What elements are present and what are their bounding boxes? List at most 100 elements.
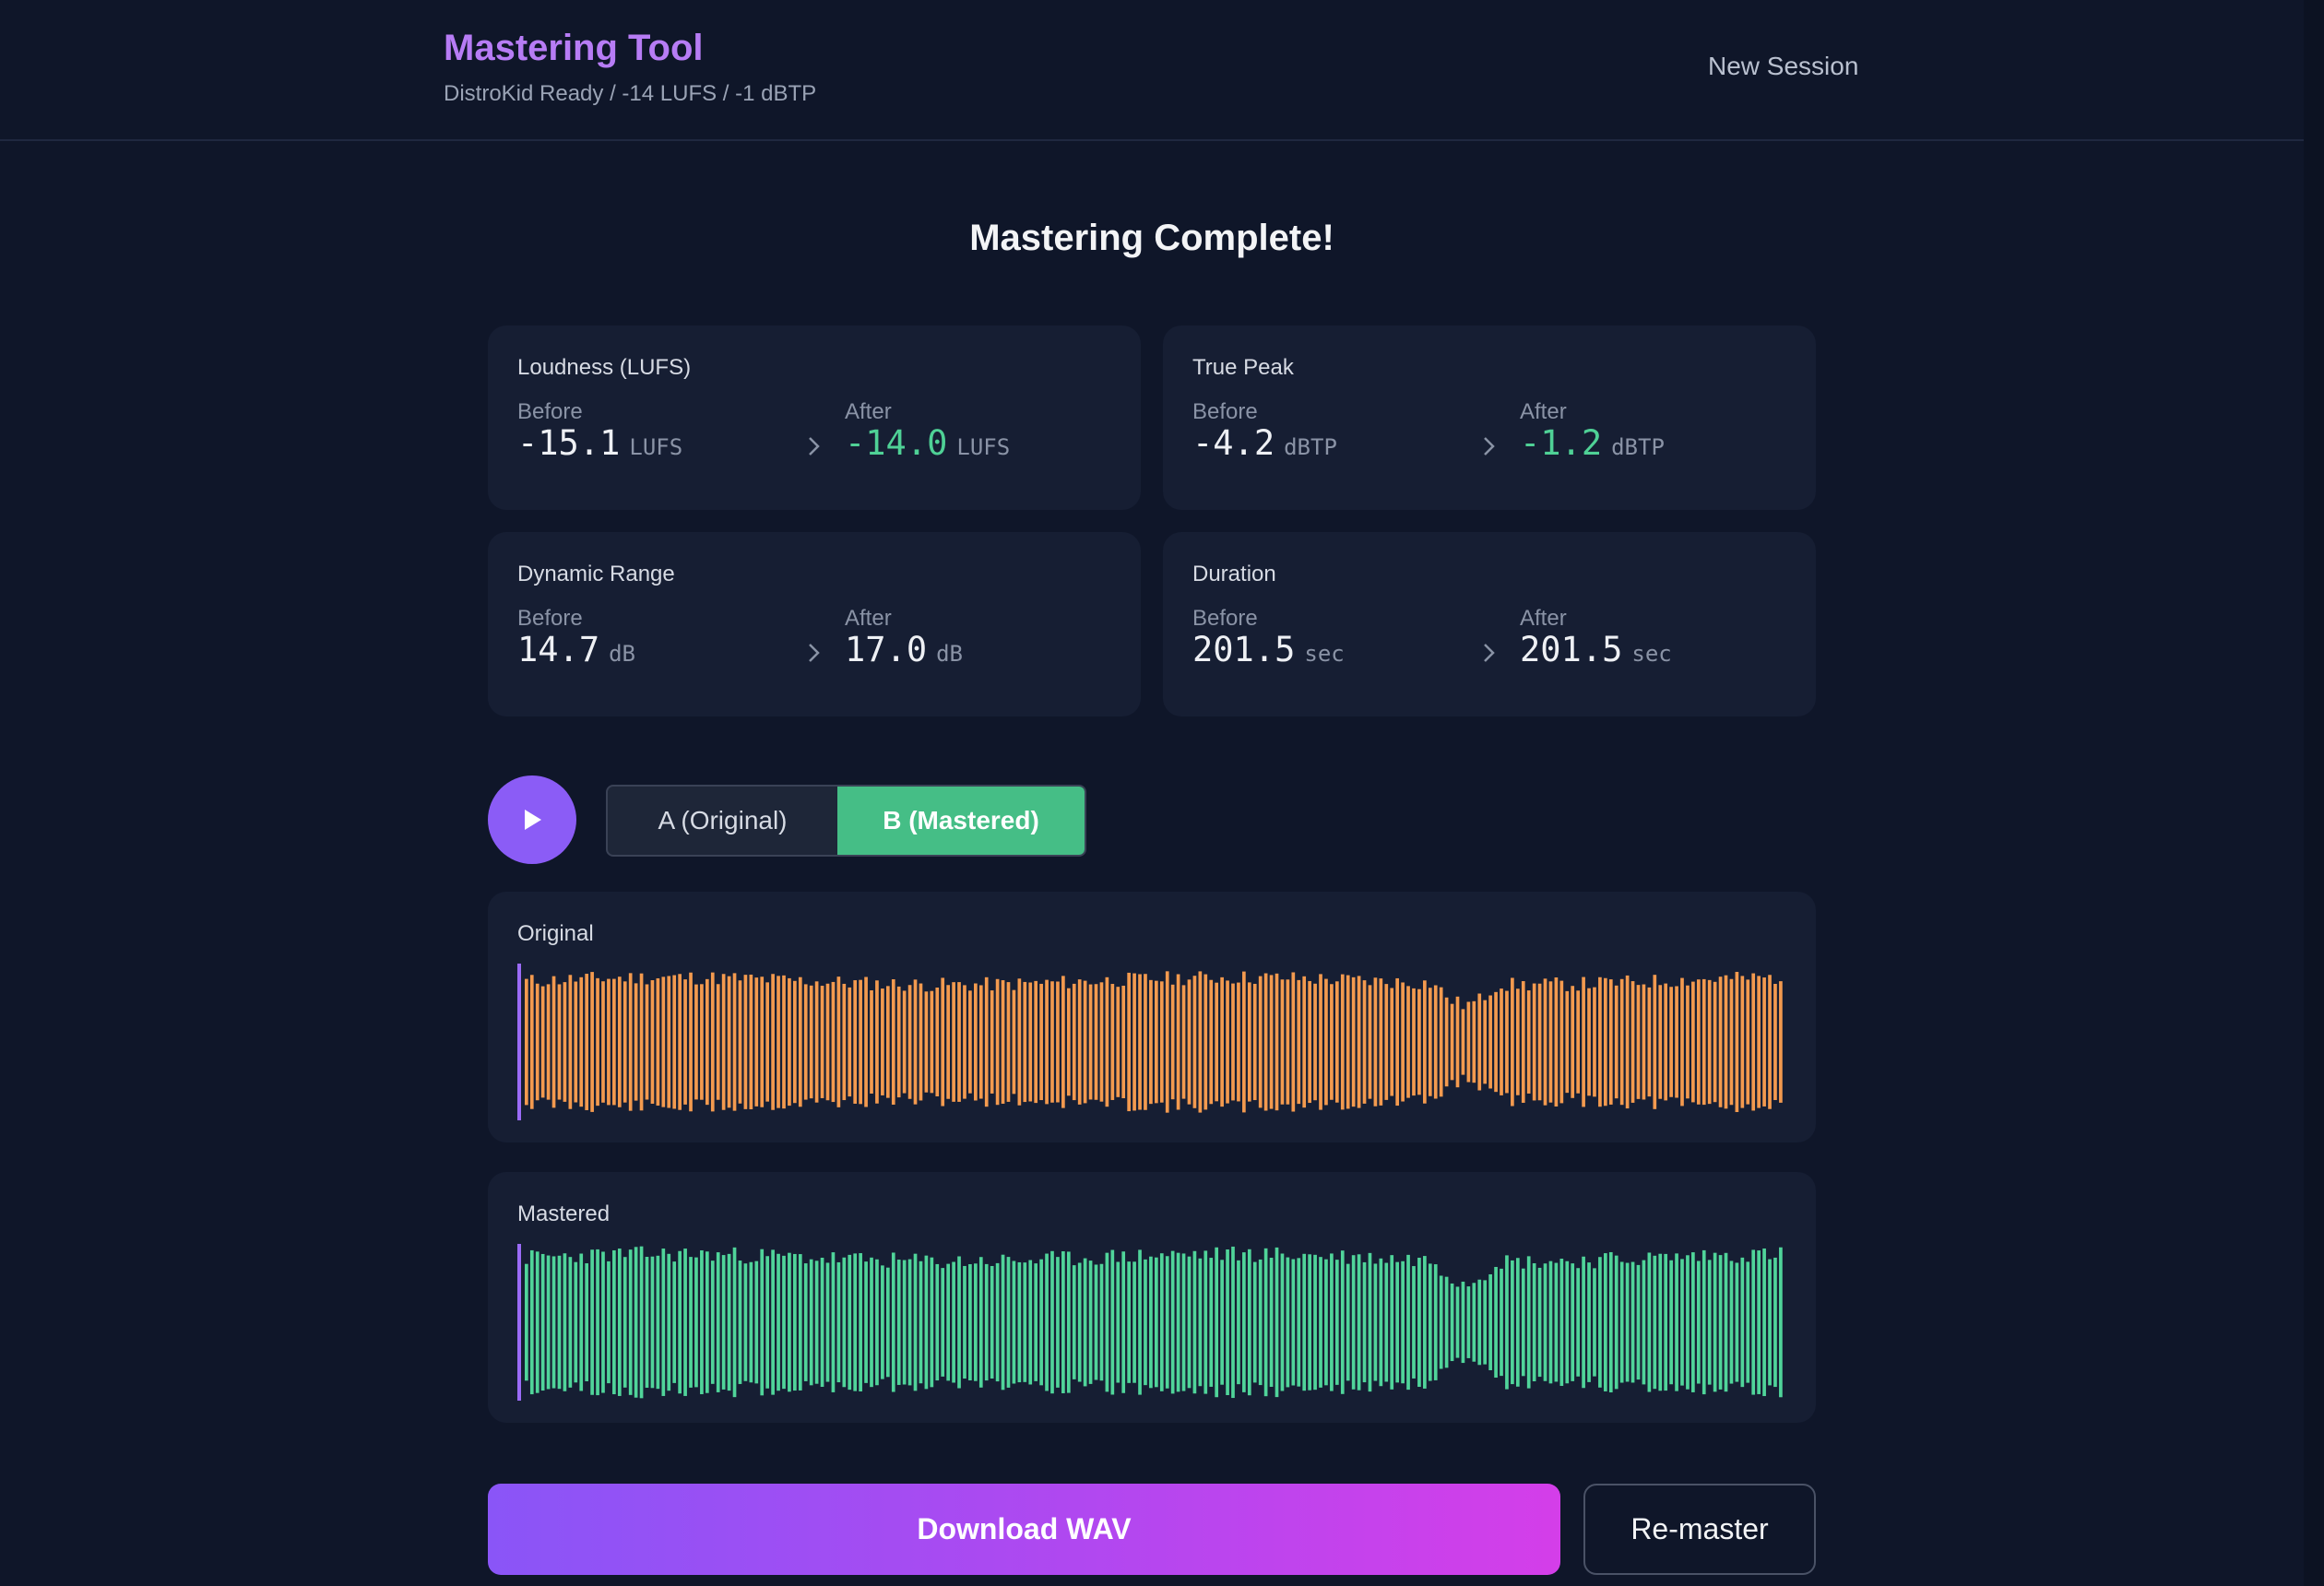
waveform-bar — [1039, 1259, 1043, 1386]
waveform-bar — [1401, 982, 1405, 1102]
waveform-bar — [891, 1252, 895, 1392]
waveform-bar — [1439, 1275, 1443, 1369]
waveform-bar — [831, 981, 836, 1103]
waveform-bar — [1330, 984, 1334, 1100]
waveform-bar — [1779, 1247, 1783, 1398]
waveform-bar — [1729, 1261, 1734, 1384]
playhead[interactable] — [517, 964, 521, 1120]
waveform-original[interactable] — [517, 964, 1786, 1120]
waveform-bar — [913, 979, 918, 1105]
waveform-original-card: Original — [488, 892, 1816, 1142]
waveform-bar — [1521, 1268, 1525, 1377]
waveform-bar — [1280, 979, 1285, 1105]
new-session-button[interactable]: New Session — [1708, 52, 1859, 80]
waveform-bar — [902, 990, 907, 1094]
playhead[interactable] — [517, 1244, 521, 1401]
ab-option-original[interactable]: A (Original) — [658, 806, 788, 834]
play-button[interactable] — [488, 775, 576, 864]
waveform-bar — [1724, 975, 1728, 1109]
waveform-bar — [1604, 977, 1607, 1107]
waveform-bar — [1017, 1261, 1022, 1383]
waveform-bar — [848, 1254, 852, 1391]
waveform-bar — [716, 1252, 720, 1392]
metric-label: True Peak — [1192, 355, 1294, 380]
waveform-bar — [1608, 1251, 1613, 1393]
waveform-bar — [974, 1263, 978, 1381]
waveform-bar — [596, 1249, 599, 1396]
waveform-bar — [1757, 1250, 1761, 1394]
waveform-bar — [1159, 981, 1164, 1103]
waveform-bar — [984, 1263, 989, 1381]
waveform-bar — [721, 1255, 726, 1390]
after-value: 201.5 sec — [1520, 630, 1672, 669]
waveform-bar — [716, 984, 720, 1100]
after-label: After — [845, 606, 892, 631]
waveform-bar — [1746, 979, 1750, 1105]
waveform-bar — [546, 1255, 551, 1390]
waveform-bar — [743, 975, 748, 1109]
waveform-bar — [990, 990, 994, 1094]
waveform-bar — [1121, 1251, 1126, 1393]
waveform-bar — [963, 1265, 966, 1379]
waveform-bar — [1526, 990, 1531, 1094]
metric-card-true-peak: True Peak Before After -4.2 dBTP -1.2 dBTP — [1163, 325, 1816, 510]
waveform-bar — [1433, 1264, 1438, 1380]
waveform-bar — [1028, 1260, 1033, 1385]
waveform-bar — [978, 985, 983, 1099]
waveform-bar — [1263, 1248, 1268, 1397]
waveform-bar — [546, 984, 551, 1100]
waveform-bar — [902, 1260, 907, 1385]
waveform-bar — [1428, 1263, 1432, 1381]
ab-option-mastered[interactable]: B (Mastered) — [837, 787, 1085, 855]
waveform-bar — [1532, 1262, 1536, 1382]
waveform-bar — [1187, 979, 1192, 1105]
waveform-bar — [694, 984, 698, 1100]
waveform-bar — [935, 987, 940, 1097]
waveform-bar — [1313, 983, 1317, 1101]
waveform-mastered[interactable] — [517, 1244, 1786, 1401]
waveform-bar — [859, 979, 862, 1105]
waveform-bar — [1746, 1261, 1750, 1383]
waveform-bar — [612, 978, 616, 1106]
waveform-bar — [683, 1249, 687, 1396]
waveform-bar — [1455, 996, 1460, 1088]
waveform-bar — [1740, 976, 1745, 1108]
waveform-bar — [1280, 1253, 1285, 1391]
waveform-bar — [1565, 1261, 1570, 1384]
waveform-bar — [1121, 985, 1126, 1099]
waveform-bar — [957, 1256, 961, 1389]
waveform-bar — [1379, 1258, 1383, 1387]
scrollbar[interactable] — [2304, 0, 2324, 1586]
waveform-bar — [1757, 976, 1761, 1108]
waveform-bar — [1653, 975, 1657, 1109]
waveform-bar — [1735, 1262, 1739, 1382]
waveform-bar — [870, 1257, 873, 1388]
waveform-bar — [1226, 1249, 1229, 1396]
waveform-bar — [1696, 1261, 1701, 1384]
waveform-bar — [1571, 986, 1575, 1098]
waveform-bar — [963, 985, 966, 1099]
remaster-button[interactable]: Re-master — [1583, 1484, 1816, 1575]
app-subtitle: DistroKid Ready / -14 LUFS / -1 dBTP — [444, 81, 817, 106]
waveform-bar — [1505, 1255, 1509, 1390]
waveform-bar — [1477, 1279, 1482, 1366]
waveform-mastered-card: Mastered — [488, 1172, 1816, 1423]
waveform-bar — [1286, 979, 1290, 1105]
waveform-bar — [1001, 1254, 1005, 1391]
waveform-bar — [1450, 1003, 1454, 1081]
waveform-bar — [1192, 1250, 1197, 1394]
before-label: Before — [1192, 399, 1258, 424]
metric-card-loudness: Loudness (LUFS) Before After -15.1 LUFS -… — [488, 325, 1141, 510]
waveform-bar — [1630, 981, 1635, 1103]
waveform-bar — [738, 980, 742, 1104]
waveform-bar — [1729, 978, 1734, 1106]
waveform-bar — [628, 1249, 633, 1395]
waveform-bar — [1614, 985, 1618, 1099]
download-wav-button[interactable]: Download WAV — [488, 1484, 1560, 1575]
waveform-bar — [525, 1263, 528, 1381]
waveform-bar — [1554, 977, 1559, 1107]
waveform-bar — [1252, 1261, 1257, 1383]
waveform-bar — [672, 1261, 677, 1383]
waveform-bar — [1537, 983, 1542, 1101]
waveform-bar — [968, 990, 972, 1094]
